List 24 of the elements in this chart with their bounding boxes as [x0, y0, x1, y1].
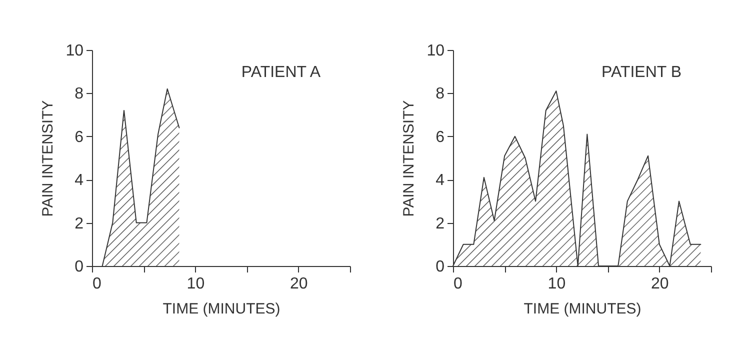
y-tick-label: 0 — [436, 258, 445, 276]
x-tick-label: 20 — [290, 276, 308, 292]
x-tick-label: 10 — [186, 276, 205, 292]
y-tick-label: 6 — [74, 128, 84, 146]
y-axis-title: PAIN INTENSITY — [400, 100, 418, 217]
y-tick-label: 2 — [74, 215, 84, 232]
text: PATIENT B — [601, 64, 682, 81]
y-axis-title: PAIN INTENSITY — [40, 100, 57, 217]
y-tick-label: 2 — [436, 215, 445, 232]
y-tick-label: 0 — [74, 258, 84, 276]
x-tick-label: 20 — [651, 276, 669, 292]
x-tick-label: 0 — [92, 276, 102, 292]
x-tick-label: 0 — [454, 276, 462, 292]
y-tick-label: 6 — [436, 128, 445, 146]
text: PATIENT A — [241, 64, 321, 81]
y-tick-label: 10 — [66, 42, 84, 60]
y-tick-label: 4 — [436, 172, 445, 190]
x-axis-title: TIME (MINUTES) — [524, 300, 642, 318]
y-tick-label: 8 — [74, 86, 84, 103]
y-tick-label: 4 — [74, 172, 84, 190]
y-tick-label: 8 — [436, 86, 445, 103]
x-tick-label: 10 — [548, 276, 566, 292]
y-tick-label: 10 — [426, 42, 445, 60]
x-axis-title: TIME (MINUTES) — [162, 300, 280, 318]
